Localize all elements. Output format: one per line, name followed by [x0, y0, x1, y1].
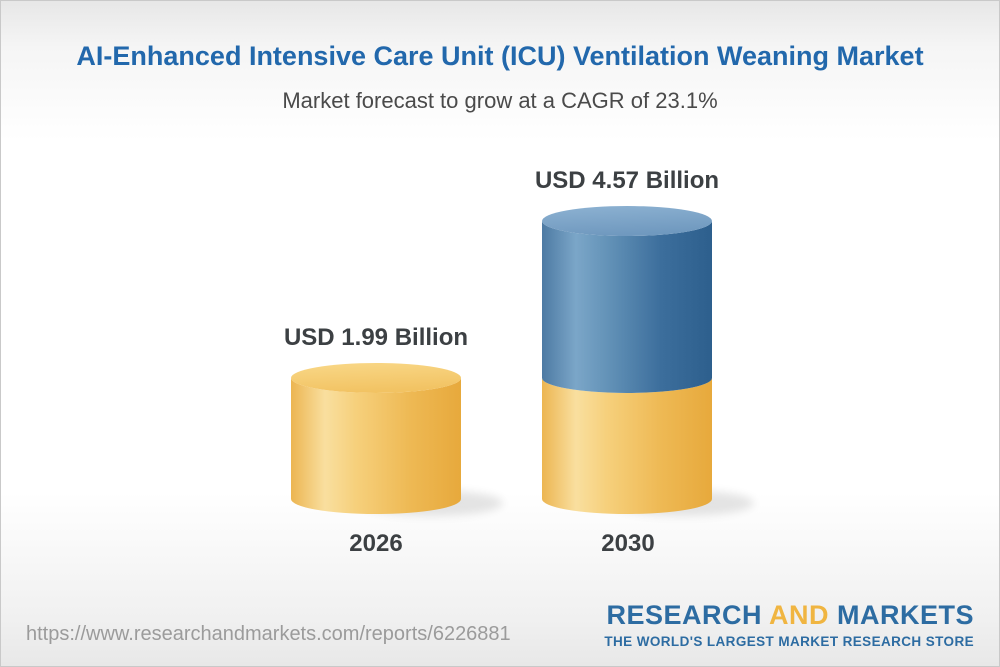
- category-label-2026: 2026: [349, 530, 403, 557]
- logo-wordmark: RESEARCH AND MARKETS: [604, 600, 974, 631]
- value-label-2030: USD 4.57 Billion: [534, 167, 720, 194]
- bar-2030-gold-segment: [542, 377, 712, 514]
- chart-subtitle: Market forecast to grow at a CAGR of 23.…: [282, 88, 718, 113]
- logo-word-markets: MARKETS: [837, 600, 974, 630]
- bar-2030-blue-segment: [542, 221, 712, 393]
- logo-tagline: THE WORLD'S LARGEST MARKET RESEARCH STOR…: [604, 634, 974, 649]
- logo-word-research: RESEARCH: [606, 600, 762, 630]
- research-and-markets-logo: RESEARCH AND MARKETS THE WORLD'S LARGEST…: [604, 600, 974, 649]
- bar-2026-cylinder-body: [291, 377, 461, 514]
- chart-title: AI-Enhanced Intensive Care Unit (ICU) Ve…: [76, 41, 924, 71]
- logo-word-and: AND: [768, 600, 829, 630]
- report-url: https://www.researchandmarkets.com/repor…: [26, 623, 511, 645]
- value-label-2026: USD 1.99 Billion: [283, 324, 469, 351]
- bar-2026-cylinder-top: [291, 362, 461, 393]
- category-label-2030: 2030: [601, 530, 655, 557]
- bar-2030-cylinder-top: [542, 206, 712, 236]
